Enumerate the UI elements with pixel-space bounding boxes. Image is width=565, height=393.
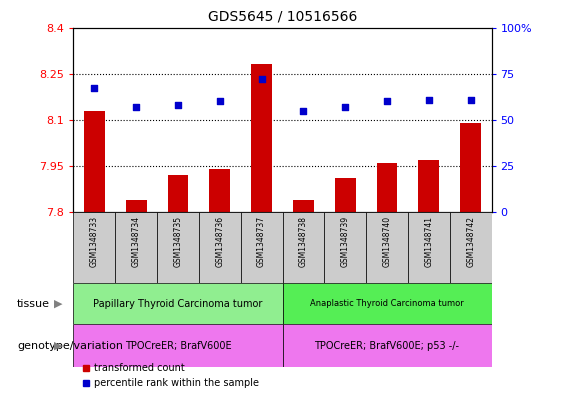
Point — [341, 104, 350, 110]
Text: genotype/variation: genotype/variation — [17, 341, 123, 351]
Point — [466, 96, 475, 103]
Bar — [460, 123, 481, 212]
Bar — [251, 64, 272, 212]
Bar — [157, 212, 199, 283]
Text: GSM1348739: GSM1348739 — [341, 216, 350, 267]
Bar — [418, 160, 440, 212]
Bar — [73, 283, 282, 324]
Text: GSM1348738: GSM1348738 — [299, 216, 308, 267]
Text: GSM1348734: GSM1348734 — [132, 216, 141, 267]
Text: GSM1348741: GSM1348741 — [424, 216, 433, 267]
Point — [257, 76, 266, 83]
Bar — [115, 212, 157, 283]
Bar — [73, 324, 282, 367]
Bar — [125, 200, 147, 212]
Text: TPOCreER; BrafV600E: TPOCreER; BrafV600E — [125, 341, 231, 351]
Bar — [324, 212, 366, 283]
Text: ▶: ▶ — [54, 299, 62, 309]
Bar — [282, 324, 492, 367]
Title: GDS5645 / 10516566: GDS5645 / 10516566 — [208, 9, 357, 24]
Text: GSM1348735: GSM1348735 — [173, 216, 182, 267]
Bar — [199, 212, 241, 283]
Bar — [167, 175, 189, 212]
Text: GSM1348737: GSM1348737 — [257, 216, 266, 267]
Bar — [241, 212, 282, 283]
Bar — [282, 212, 324, 283]
Point — [424, 96, 433, 103]
Text: GSM1348742: GSM1348742 — [466, 216, 475, 267]
Point — [215, 98, 224, 105]
Point — [299, 107, 308, 114]
Bar — [293, 200, 314, 212]
Bar — [334, 178, 356, 212]
Text: Anaplastic Thyroid Carcinoma tumor: Anaplastic Thyroid Carcinoma tumor — [310, 299, 464, 308]
Point — [90, 85, 99, 92]
Point — [132, 104, 141, 110]
Text: GSM1348740: GSM1348740 — [383, 216, 392, 267]
Bar — [73, 212, 115, 283]
Text: GSM1348733: GSM1348733 — [90, 216, 99, 267]
Text: tissue: tissue — [17, 299, 50, 309]
Legend: transformed count, percentile rank within the sample: transformed count, percentile rank withi… — [79, 360, 263, 392]
Bar — [209, 169, 231, 212]
Bar — [366, 212, 408, 283]
Point — [383, 98, 392, 105]
Bar — [408, 212, 450, 283]
Text: ▶: ▶ — [54, 341, 62, 351]
Text: Papillary Thyroid Carcinoma tumor: Papillary Thyroid Carcinoma tumor — [93, 299, 263, 309]
Text: TPOCreER; BrafV600E; p53 -/-: TPOCreER; BrafV600E; p53 -/- — [315, 341, 459, 351]
Point — [173, 102, 182, 108]
Text: GSM1348736: GSM1348736 — [215, 216, 224, 267]
Bar — [377, 163, 398, 212]
Bar — [84, 110, 105, 212]
Bar — [282, 283, 492, 324]
Bar — [450, 212, 492, 283]
